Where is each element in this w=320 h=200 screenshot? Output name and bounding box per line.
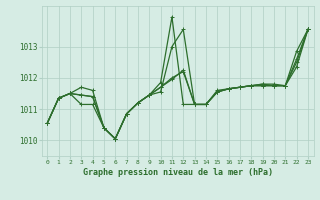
X-axis label: Graphe pression niveau de la mer (hPa): Graphe pression niveau de la mer (hPa) (83, 168, 273, 177)
